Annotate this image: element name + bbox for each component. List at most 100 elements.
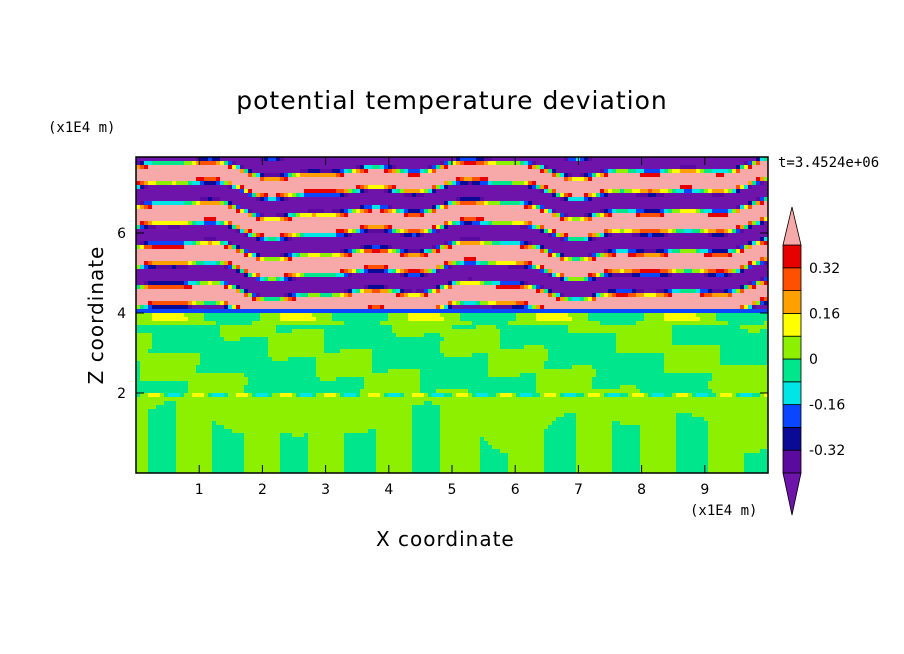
field-cell (312, 269, 317, 274)
field-cell (188, 245, 193, 250)
field-cell (608, 169, 613, 174)
field-cell (200, 197, 205, 202)
field-cell (656, 257, 661, 262)
field-cell (280, 233, 285, 238)
field-cell (700, 189, 705, 194)
field-cell (548, 181, 553, 186)
field-cell (756, 157, 761, 162)
field-cell (540, 221, 545, 226)
field-cell (228, 225, 233, 230)
field-cell (448, 201, 453, 206)
field-cell (428, 249, 433, 254)
field-cell (720, 257, 725, 262)
field-cell (588, 205, 593, 210)
field-cell (296, 165, 301, 170)
field-cell (704, 201, 709, 206)
field-cell (384, 273, 389, 278)
field-cell (260, 213, 265, 218)
field-cell (440, 169, 445, 174)
field-cell (584, 157, 589, 162)
field-cell (360, 221, 365, 226)
field-cell (264, 217, 269, 222)
field-cell (236, 265, 241, 270)
field-cell (620, 177, 625, 182)
field-cell (644, 277, 649, 282)
field-cell (500, 205, 505, 210)
field-cell (568, 241, 573, 246)
field-cell (300, 253, 305, 258)
field-cell (408, 213, 413, 218)
field-cell (752, 217, 757, 222)
field-cell (484, 257, 489, 262)
field-cell (728, 237, 733, 242)
field-cell (452, 209, 457, 214)
field-cell (684, 173, 689, 178)
field-cell (348, 241, 353, 246)
field-cell (492, 225, 497, 230)
field-cell (456, 249, 461, 254)
field-cell (692, 161, 697, 166)
field-cell (716, 229, 721, 234)
field-cell (440, 257, 445, 262)
field-cell (208, 229, 213, 234)
field-cell (524, 161, 529, 166)
field-cell (376, 281, 381, 286)
field-cell (588, 273, 593, 278)
field-cell (376, 221, 381, 226)
field-cell (308, 157, 313, 162)
field-cell (764, 217, 768, 222)
field-cell (692, 213, 697, 218)
field-cell (304, 169, 309, 174)
field-cell (444, 181, 449, 186)
field-cell (672, 237, 677, 242)
field-cell (344, 157, 349, 162)
field-cell (644, 185, 649, 190)
field-cell (712, 229, 717, 234)
field-cell (436, 157, 441, 162)
field-cell (200, 253, 205, 258)
field-cell (736, 269, 741, 274)
field-cell (552, 185, 557, 190)
field-cell (724, 261, 729, 266)
field-cell (192, 277, 197, 282)
field-cell (364, 269, 369, 274)
field-cell (312, 233, 317, 238)
field-cell (724, 201, 729, 206)
field-cell (596, 225, 601, 230)
field-cell (460, 205, 465, 210)
field-cell (360, 189, 365, 194)
field-cell (304, 209, 309, 214)
field-cell (232, 205, 237, 210)
field-cell (244, 253, 249, 258)
field-cell (216, 273, 221, 278)
field-cell (640, 269, 645, 274)
field-cell (596, 173, 601, 178)
field-cell (592, 257, 597, 262)
field-cell (652, 225, 657, 230)
field-cell (304, 277, 309, 282)
field-cell (672, 221, 677, 226)
field-cell (720, 221, 725, 226)
field-cell (540, 237, 545, 242)
field-cell (148, 209, 153, 214)
field-cell (204, 157, 209, 162)
field-cell (204, 161, 209, 166)
field-cell (676, 241, 681, 246)
field-cell (640, 273, 645, 278)
field-cell (764, 249, 768, 254)
field-cell (316, 217, 321, 222)
field-cell (476, 241, 481, 246)
field-cell (760, 225, 765, 230)
field-cell (748, 245, 753, 250)
field-cell (164, 201, 169, 206)
field-cell (492, 177, 497, 182)
field-cell (208, 177, 213, 182)
field-cell (720, 189, 725, 194)
field-cell (544, 233, 549, 238)
field-cell (216, 173, 221, 178)
field-cell (696, 213, 701, 218)
field-cell (556, 165, 561, 170)
field-cell (320, 197, 325, 202)
field-cell (292, 221, 297, 226)
field-cell (548, 225, 553, 230)
